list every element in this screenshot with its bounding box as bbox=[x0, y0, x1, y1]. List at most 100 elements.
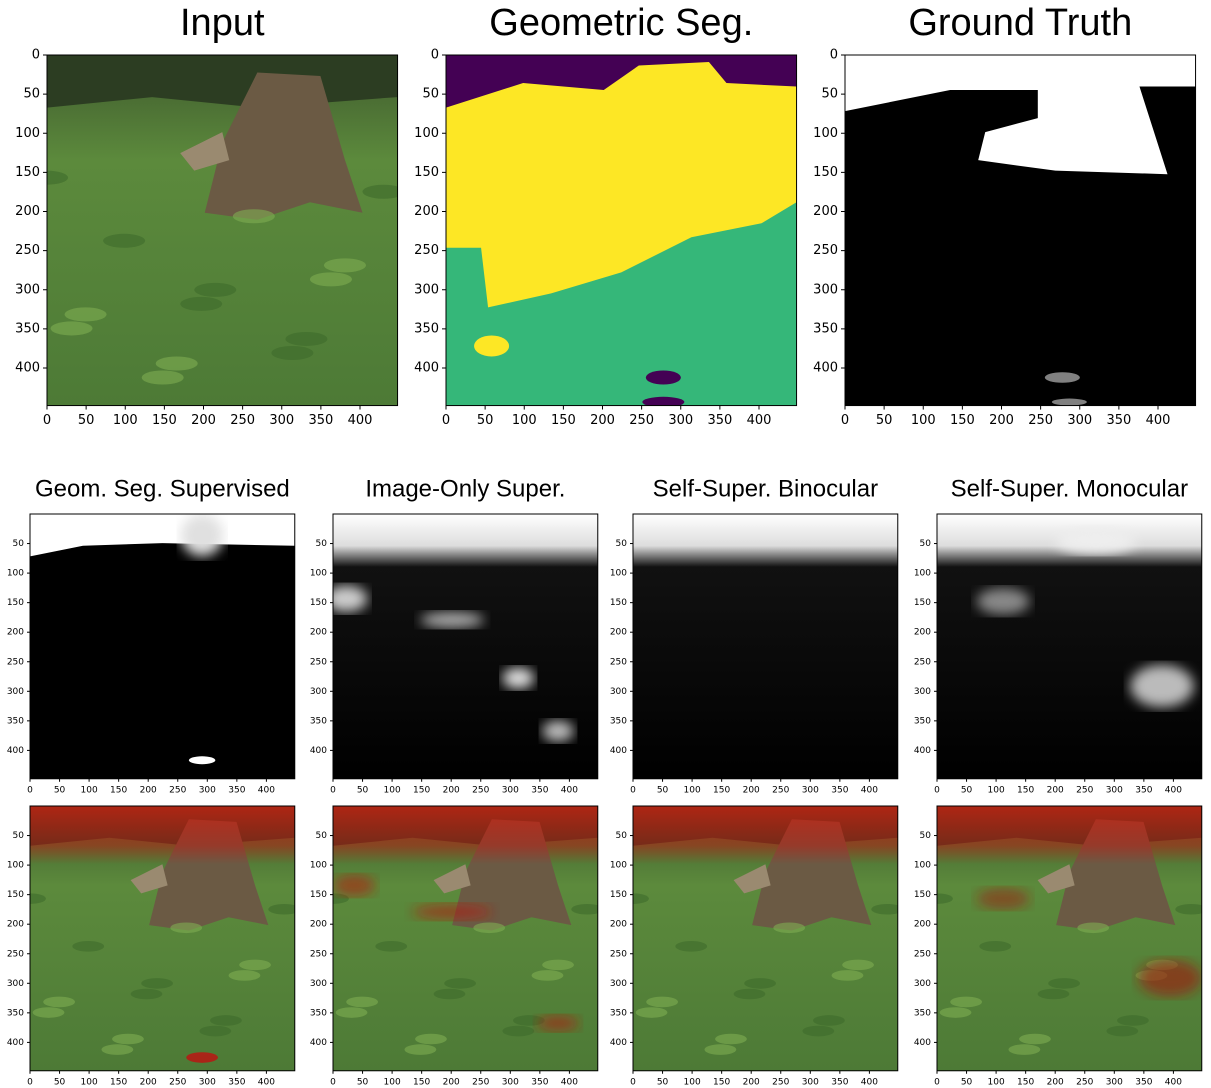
y-tick-label: 200 bbox=[7, 920, 24, 930]
y-tick-label: 250 bbox=[914, 657, 931, 667]
blob bbox=[51, 321, 93, 335]
x-tick-label: 250 bbox=[629, 413, 654, 428]
y-tick-label: 300 bbox=[310, 979, 327, 989]
blob bbox=[1056, 527, 1135, 553]
x-tick-label: 150 bbox=[551, 413, 576, 428]
x-tick-label: 350 bbox=[707, 413, 732, 428]
y-tick-label: 100 bbox=[610, 861, 627, 871]
x-tick-label: 350 bbox=[308, 413, 333, 428]
y-tick-label: 250 bbox=[414, 243, 439, 258]
image bbox=[937, 514, 1202, 779]
blob bbox=[646, 371, 681, 385]
x-tick-label: 400 bbox=[861, 1077, 878, 1087]
y-tick-label: 100 bbox=[7, 569, 24, 579]
x-tick-label: 350 bbox=[831, 1077, 848, 1087]
y-tick-label: 350 bbox=[15, 321, 40, 336]
y-tick-label: 100 bbox=[310, 861, 327, 871]
x-tick-label: 250 bbox=[169, 785, 186, 795]
x-tick-label: 200 bbox=[443, 1077, 460, 1087]
x-tick-label: 400 bbox=[1146, 413, 1171, 428]
y-tick-label: 150 bbox=[914, 598, 931, 608]
panel-title: Input bbox=[180, 2, 265, 44]
x-tick-label: 400 bbox=[861, 785, 878, 795]
x-tick-label: 0 bbox=[442, 413, 450, 428]
panel-title: Self-Super. Binocular bbox=[653, 475, 878, 502]
y-tick-label: 400 bbox=[7, 1038, 24, 1048]
image bbox=[845, 55, 1196, 406]
y-tick-label: 150 bbox=[7, 890, 24, 900]
y-tick-label: 50 bbox=[23, 87, 40, 102]
photo bbox=[47, 55, 398, 406]
x-tick-label: 400 bbox=[561, 1077, 578, 1087]
blob bbox=[1130, 665, 1194, 707]
y-tick-label: 350 bbox=[914, 716, 931, 726]
y-tick-label: 100 bbox=[914, 861, 931, 871]
x-tick-label: 300 bbox=[802, 1077, 819, 1087]
y-tick-label: 50 bbox=[13, 539, 25, 549]
y-tick-label: 200 bbox=[310, 920, 327, 930]
blob bbox=[977, 588, 1030, 614]
x-tick-label: 250 bbox=[472, 785, 489, 795]
image bbox=[921, 806, 1207, 1071]
x-tick-label: 100 bbox=[81, 785, 98, 795]
x-tick-label: 150 bbox=[110, 785, 127, 795]
panel-title: Geom. Seg. Supervised bbox=[35, 475, 290, 502]
x-tick-label: 50 bbox=[657, 785, 669, 795]
heat bbox=[937, 806, 1202, 1071]
image bbox=[633, 514, 898, 779]
y-tick-label: 100 bbox=[310, 569, 327, 579]
y-tick-label: 400 bbox=[914, 746, 931, 756]
panel: Geom. Seg. Supervised0501001502002503003… bbox=[7, 475, 295, 795]
x-tick-label: 150 bbox=[152, 413, 177, 428]
blob bbox=[1052, 399, 1087, 406]
blob bbox=[1045, 372, 1080, 383]
y-tick-label: 300 bbox=[914, 687, 931, 697]
y-tick-label: 400 bbox=[7, 746, 24, 756]
x-tick-label: 100 bbox=[684, 1077, 701, 1087]
x-tick-label: 200 bbox=[443, 785, 460, 795]
heat bbox=[633, 806, 898, 1071]
y-tick-label: 300 bbox=[7, 687, 24, 697]
image bbox=[14, 806, 300, 1071]
panel: Self-Super. Binocular0501001502002503003… bbox=[610, 475, 898, 795]
blob bbox=[65, 307, 107, 321]
blob bbox=[180, 297, 222, 311]
blob bbox=[325, 585, 367, 611]
blob bbox=[363, 185, 405, 199]
x-tick-label: 200 bbox=[743, 1077, 760, 1087]
y-tick-label: 100 bbox=[813, 126, 838, 141]
x-tick-label: 300 bbox=[502, 1077, 519, 1087]
x-tick-label: 150 bbox=[950, 413, 975, 428]
pred bbox=[937, 514, 1202, 779]
panel-title: Self-Super. Monocular bbox=[951, 475, 1188, 502]
blob bbox=[420, 612, 484, 628]
y-tick-label: 250 bbox=[310, 949, 327, 959]
y-tick-label: 250 bbox=[15, 243, 40, 258]
x-tick-label: 200 bbox=[989, 413, 1014, 428]
x-tick-label: 400 bbox=[561, 785, 578, 795]
y-tick-label: 200 bbox=[310, 628, 327, 638]
x-tick-label: 350 bbox=[1106, 413, 1131, 428]
image bbox=[446, 55, 797, 407]
x-tick-label: 0 bbox=[43, 413, 51, 428]
image bbox=[30, 514, 295, 779]
pred bbox=[30, 514, 295, 779]
blob bbox=[412, 904, 491, 920]
image bbox=[317, 806, 603, 1071]
blob bbox=[194, 283, 236, 297]
blob bbox=[502, 668, 534, 689]
x-tick-label: 250 bbox=[230, 413, 255, 428]
y-tick-label: 250 bbox=[914, 949, 931, 959]
y-tick-label: 100 bbox=[914, 569, 931, 579]
x-tick-label: 50 bbox=[657, 1077, 669, 1087]
panel: Geometric Seg.05010015020025030035040005… bbox=[414, 2, 796, 428]
blob bbox=[271, 346, 313, 360]
x-tick-label: 100 bbox=[113, 413, 138, 428]
blob bbox=[333, 875, 375, 896]
x-tick-label: 300 bbox=[802, 785, 819, 795]
x-tick-label: 350 bbox=[531, 785, 548, 795]
blob bbox=[1138, 960, 1202, 997]
x-tick-label: 300 bbox=[502, 785, 519, 795]
blob bbox=[977, 888, 1030, 909]
